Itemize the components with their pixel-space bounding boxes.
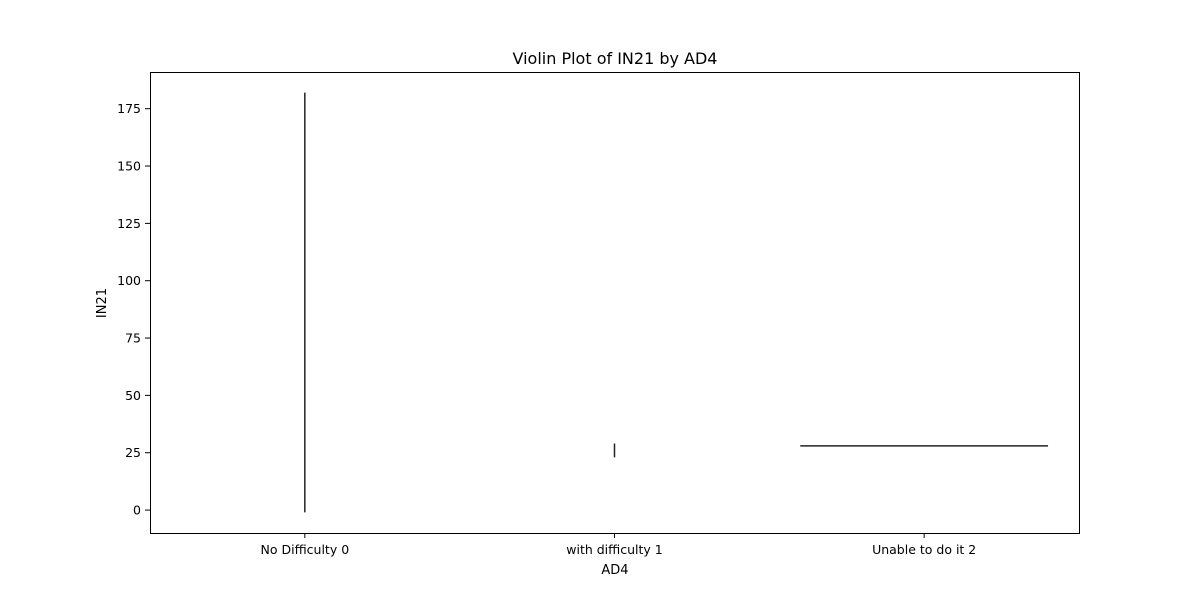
y-tick-label: 100: [117, 273, 141, 288]
y-tick-label: 25: [125, 445, 141, 460]
y-tick-label: 125: [117, 216, 141, 231]
y-tick-label: 150: [117, 159, 141, 174]
x-tick-label: No Difficulty 0: [261, 542, 350, 557]
chart-title: Violin Plot of IN21 by AD4: [513, 49, 718, 68]
x-tick-label: with difficulty 1: [566, 542, 662, 557]
y-axis-label: IN21: [95, 288, 110, 318]
x-tick-label: Unable to do it 2: [872, 542, 976, 557]
plot-area-frame: [150, 72, 1080, 534]
y-tick-label: 175: [117, 101, 141, 116]
y-axis-ticks: 0 25 50 75 100 125 150 175: [117, 101, 150, 518]
y-tick-label: 50: [125, 388, 141, 403]
y-tick-label: 75: [125, 331, 141, 346]
x-axis-label: AD4: [601, 563, 628, 578]
y-tick-label: 0: [133, 503, 141, 518]
violin-marks: [304, 92, 1049, 513]
x-axis-ticks: No Difficulty 0 with difficulty 1 Unable t…: [261, 533, 976, 557]
